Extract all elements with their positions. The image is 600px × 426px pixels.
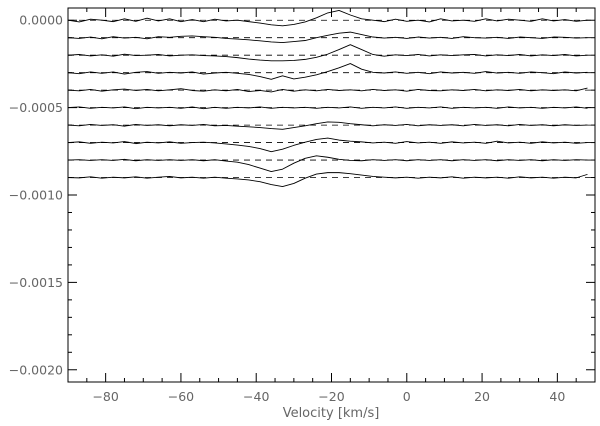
y-tick-label: −0.0005 <box>9 100 63 115</box>
tick-labels: −80 −60 −40 −20 0 20 40 0.0000 −0.0005 −0.0010 −0.… <box>9 13 566 404</box>
series-line-7 <box>67 121 588 130</box>
axes <box>67 7 596 383</box>
series-line-2 <box>67 31 588 44</box>
x-tick-label: 0 <box>403 389 411 404</box>
series-line-8 <box>67 137 588 153</box>
series-line-4 <box>67 63 588 80</box>
series-line-3 <box>67 44 588 62</box>
ticks <box>67 8 596 382</box>
y-tick-label: −0.0020 <box>9 362 63 377</box>
x-tick-label: 40 <box>549 389 565 404</box>
x-tick-label: 20 <box>474 389 490 404</box>
x-tick-label: −40 <box>243 389 269 404</box>
y-tick-label: −0.0010 <box>9 188 63 203</box>
series-group <box>67 10 588 188</box>
y-tick-label: 0.0000 <box>19 13 63 28</box>
series-line-6 <box>67 106 588 110</box>
series-line-5 <box>67 87 588 93</box>
series-line-1 <box>67 10 588 27</box>
series-line-10 <box>67 172 588 188</box>
x-tick-label: −20 <box>318 389 344 404</box>
baselines <box>68 19 595 178</box>
y-tick-label: −0.0015 <box>9 275 63 290</box>
plot-frame <box>67 7 596 383</box>
x-axis-label: Velocity [km/s] <box>283 406 380 421</box>
x-tick-label: −60 <box>168 389 194 404</box>
series-line-9 <box>67 155 588 173</box>
x-tick-label: −80 <box>92 389 118 404</box>
